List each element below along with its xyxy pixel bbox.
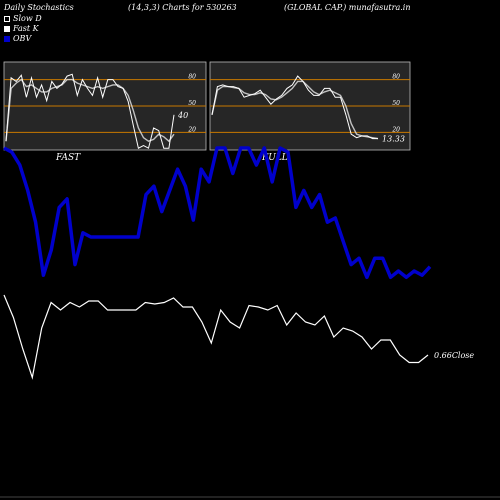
fast-last-value-label: 40 (177, 111, 188, 120)
chart-title: Daily Stochastics (4, 3, 74, 12)
chart-company: (GLOBAL CAP.) munafasutra.in (284, 3, 411, 12)
obv-line (3, 146, 432, 280)
full-line-fast-k (211, 75, 378, 140)
full-panel-title: FULL (261, 153, 288, 163)
legend-item-slow-d: Slow D (4, 14, 42, 23)
fast-tick-label-80: 80 (188, 74, 196, 81)
full-tick-label-50: 50 (392, 100, 400, 107)
chart-params: (14,3,3) Charts for 530263 (128, 3, 237, 12)
close-last-value-label: 0.66Close (434, 351, 474, 360)
slow-d-swatch (4, 15, 10, 22)
legend-label-fast-k: Fast K (13, 24, 39, 33)
fast-line-fast-k (5, 73, 175, 149)
fast-panel-title: FAST (55, 153, 81, 163)
fast-tick-label-20: 20 (187, 126, 196, 133)
fast-tick-label-50: 50 (188, 100, 196, 107)
legend-label-obv: OBV (13, 34, 32, 43)
full-tick-label-80: 80 (392, 74, 400, 81)
full-tick-label-20: 20 (391, 126, 400, 133)
close-price-line (3, 294, 429, 380)
fast-k-swatch (4, 25, 10, 32)
full-last-value-label: 13.33 (382, 135, 405, 144)
obv-swatch (4, 35, 10, 42)
legend-item-obv: OBV (4, 34, 31, 43)
legend-item-fast-k: Fast K (4, 24, 39, 33)
legend-label-slow-d: Slow D (13, 14, 42, 23)
